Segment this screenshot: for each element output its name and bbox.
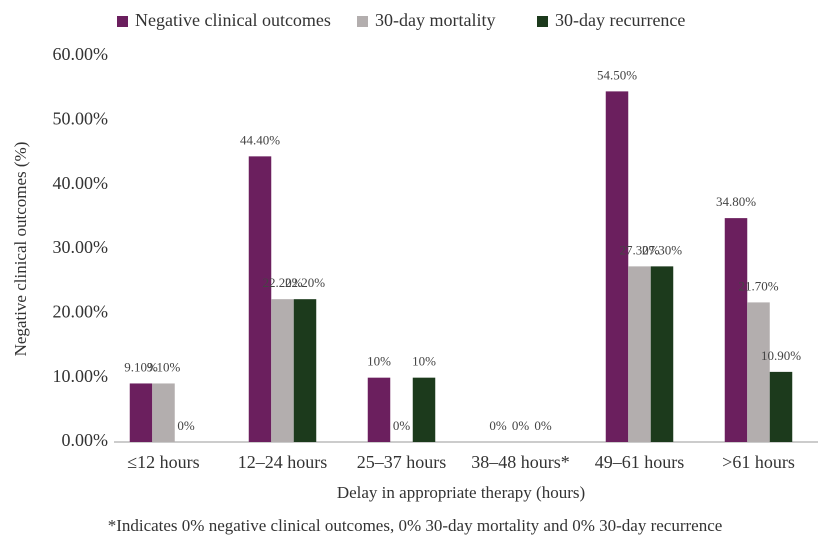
- bar: [293, 299, 317, 442]
- y-tick-label: 0.00%: [62, 430, 109, 450]
- value-label: 10%: [367, 354, 391, 369]
- value-label: 34.80%: [716, 194, 756, 209]
- bar: [628, 266, 651, 442]
- value-label: 54.50%: [597, 67, 637, 82]
- value-label: 10.90%: [761, 348, 801, 363]
- bar: [367, 377, 391, 442]
- value-label: 0%: [534, 418, 552, 433]
- value-label: 0%: [177, 418, 195, 433]
- x-tick-label: 38–48 hours*: [471, 452, 570, 472]
- legend-label: 30-day recurrence: [555, 10, 685, 30]
- y-axis-label: Negative clinical outcomes (%): [11, 142, 30, 357]
- x-tick-label: >61 hours: [722, 452, 795, 472]
- x-tick-label: ≤12 hours: [127, 452, 199, 472]
- bar: [747, 302, 770, 442]
- legend-swatch: [117, 16, 128, 27]
- x-axis-label: Delay in appropriate therapy (hours): [337, 483, 585, 502]
- value-label: 22.20%: [285, 275, 325, 290]
- bar: [412, 377, 436, 442]
- legend-label: 30-day mortality: [375, 10, 495, 30]
- value-label: 44.40%: [240, 132, 280, 147]
- y-tick-label: 20.00%: [53, 301, 109, 321]
- y-tick-label: 30.00%: [53, 237, 109, 257]
- value-label: 0%: [489, 418, 507, 433]
- y-tick-label: 40.00%: [53, 173, 109, 193]
- y-tick-label: 50.00%: [53, 108, 109, 128]
- value-label: 9.10%: [147, 359, 181, 374]
- x-tick-label: 25–37 hours: [357, 452, 447, 472]
- bar: [605, 91, 629, 442]
- value-label: 27.30%: [642, 242, 682, 257]
- bar: [650, 266, 674, 442]
- bar: [129, 383, 153, 442]
- legend-label: Negative clinical outcomes: [135, 10, 331, 30]
- bar: [724, 218, 748, 442]
- bar: [769, 371, 793, 442]
- x-tick-label: 12–24 hours: [238, 452, 328, 472]
- value-label: 9.10%: [124, 359, 158, 374]
- value-label: 22.20%: [262, 275, 302, 290]
- value-label: 10%: [412, 354, 436, 369]
- y-tick-label: 60.00%: [53, 44, 109, 64]
- value-label: 21.70%: [738, 278, 778, 293]
- bar: [152, 383, 175, 442]
- y-tick-label: 10.00%: [53, 366, 109, 386]
- legend-swatch: [537, 16, 548, 27]
- bar: [248, 156, 272, 443]
- footnote: *Indicates 0% negative clinical outcomes…: [108, 516, 723, 535]
- legend-swatch: [357, 16, 368, 27]
- value-label: 27.30%: [619, 242, 659, 257]
- bar: [271, 299, 294, 442]
- value-label: 0%: [512, 418, 530, 433]
- x-tick-label: 49–61 hours: [595, 452, 685, 472]
- value-label: 0%: [393, 418, 411, 433]
